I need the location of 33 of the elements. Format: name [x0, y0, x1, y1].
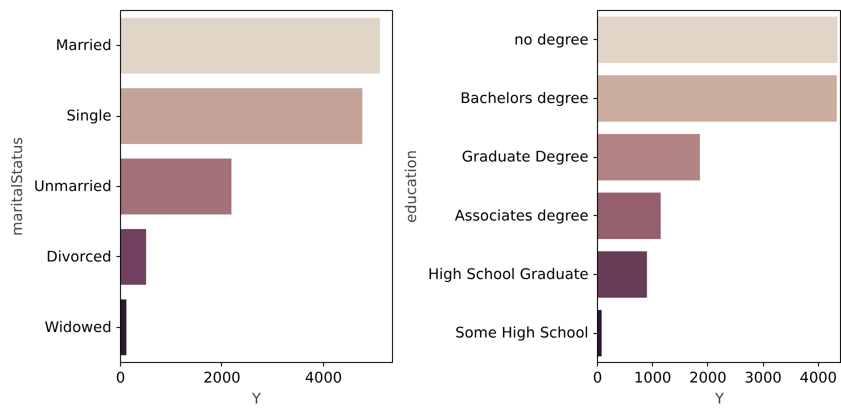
- x-tick-label: 0: [592, 370, 602, 386]
- x-tick-label: 3000: [744, 370, 782, 386]
- bar: [120, 17, 381, 74]
- bar: [598, 250, 648, 298]
- y-tick-label: no degree: [514, 31, 589, 48]
- y-tick-label: Bachelors degree: [460, 90, 589, 107]
- bar: [120, 88, 363, 145]
- bar: [120, 228, 147, 286]
- y-tick-label: Some High School: [455, 324, 589, 342]
- y-tick-label: Widowed: [44, 318, 112, 336]
- x-axis-title: Y: [714, 390, 724, 408]
- y-tick-label: Married: [56, 37, 112, 54]
- bar: [598, 74, 838, 122]
- x-tick-label: 1000: [634, 370, 672, 386]
- x-tick-label: 2000: [203, 370, 241, 386]
- y-tick-label: Unmarried: [34, 178, 112, 195]
- x-axis-title: Y: [251, 390, 262, 408]
- y-axis-title: maritalStatus: [9, 137, 26, 236]
- bar: [598, 192, 662, 240]
- y-tick-label: Graduate Degree: [462, 148, 589, 166]
- y-tick-label: Associates degree: [454, 207, 588, 224]
- bar: [120, 158, 232, 215]
- bar: [598, 133, 700, 181]
- x-tick-label: 2000: [689, 370, 727, 386]
- y-tick-label: Single: [66, 108, 112, 125]
- y-axis-title: education: [403, 150, 420, 223]
- bar: [120, 298, 127, 356]
- bar: [598, 16, 838, 64]
- y-tick-label: High School Graduate: [428, 266, 589, 283]
- x-tick-label: 0: [116, 370, 126, 386]
- y-tick-label: Divorced: [46, 248, 112, 266]
- x-tick-label: 4000: [304, 370, 342, 386]
- x-tick-label: 4000: [800, 370, 837, 386]
